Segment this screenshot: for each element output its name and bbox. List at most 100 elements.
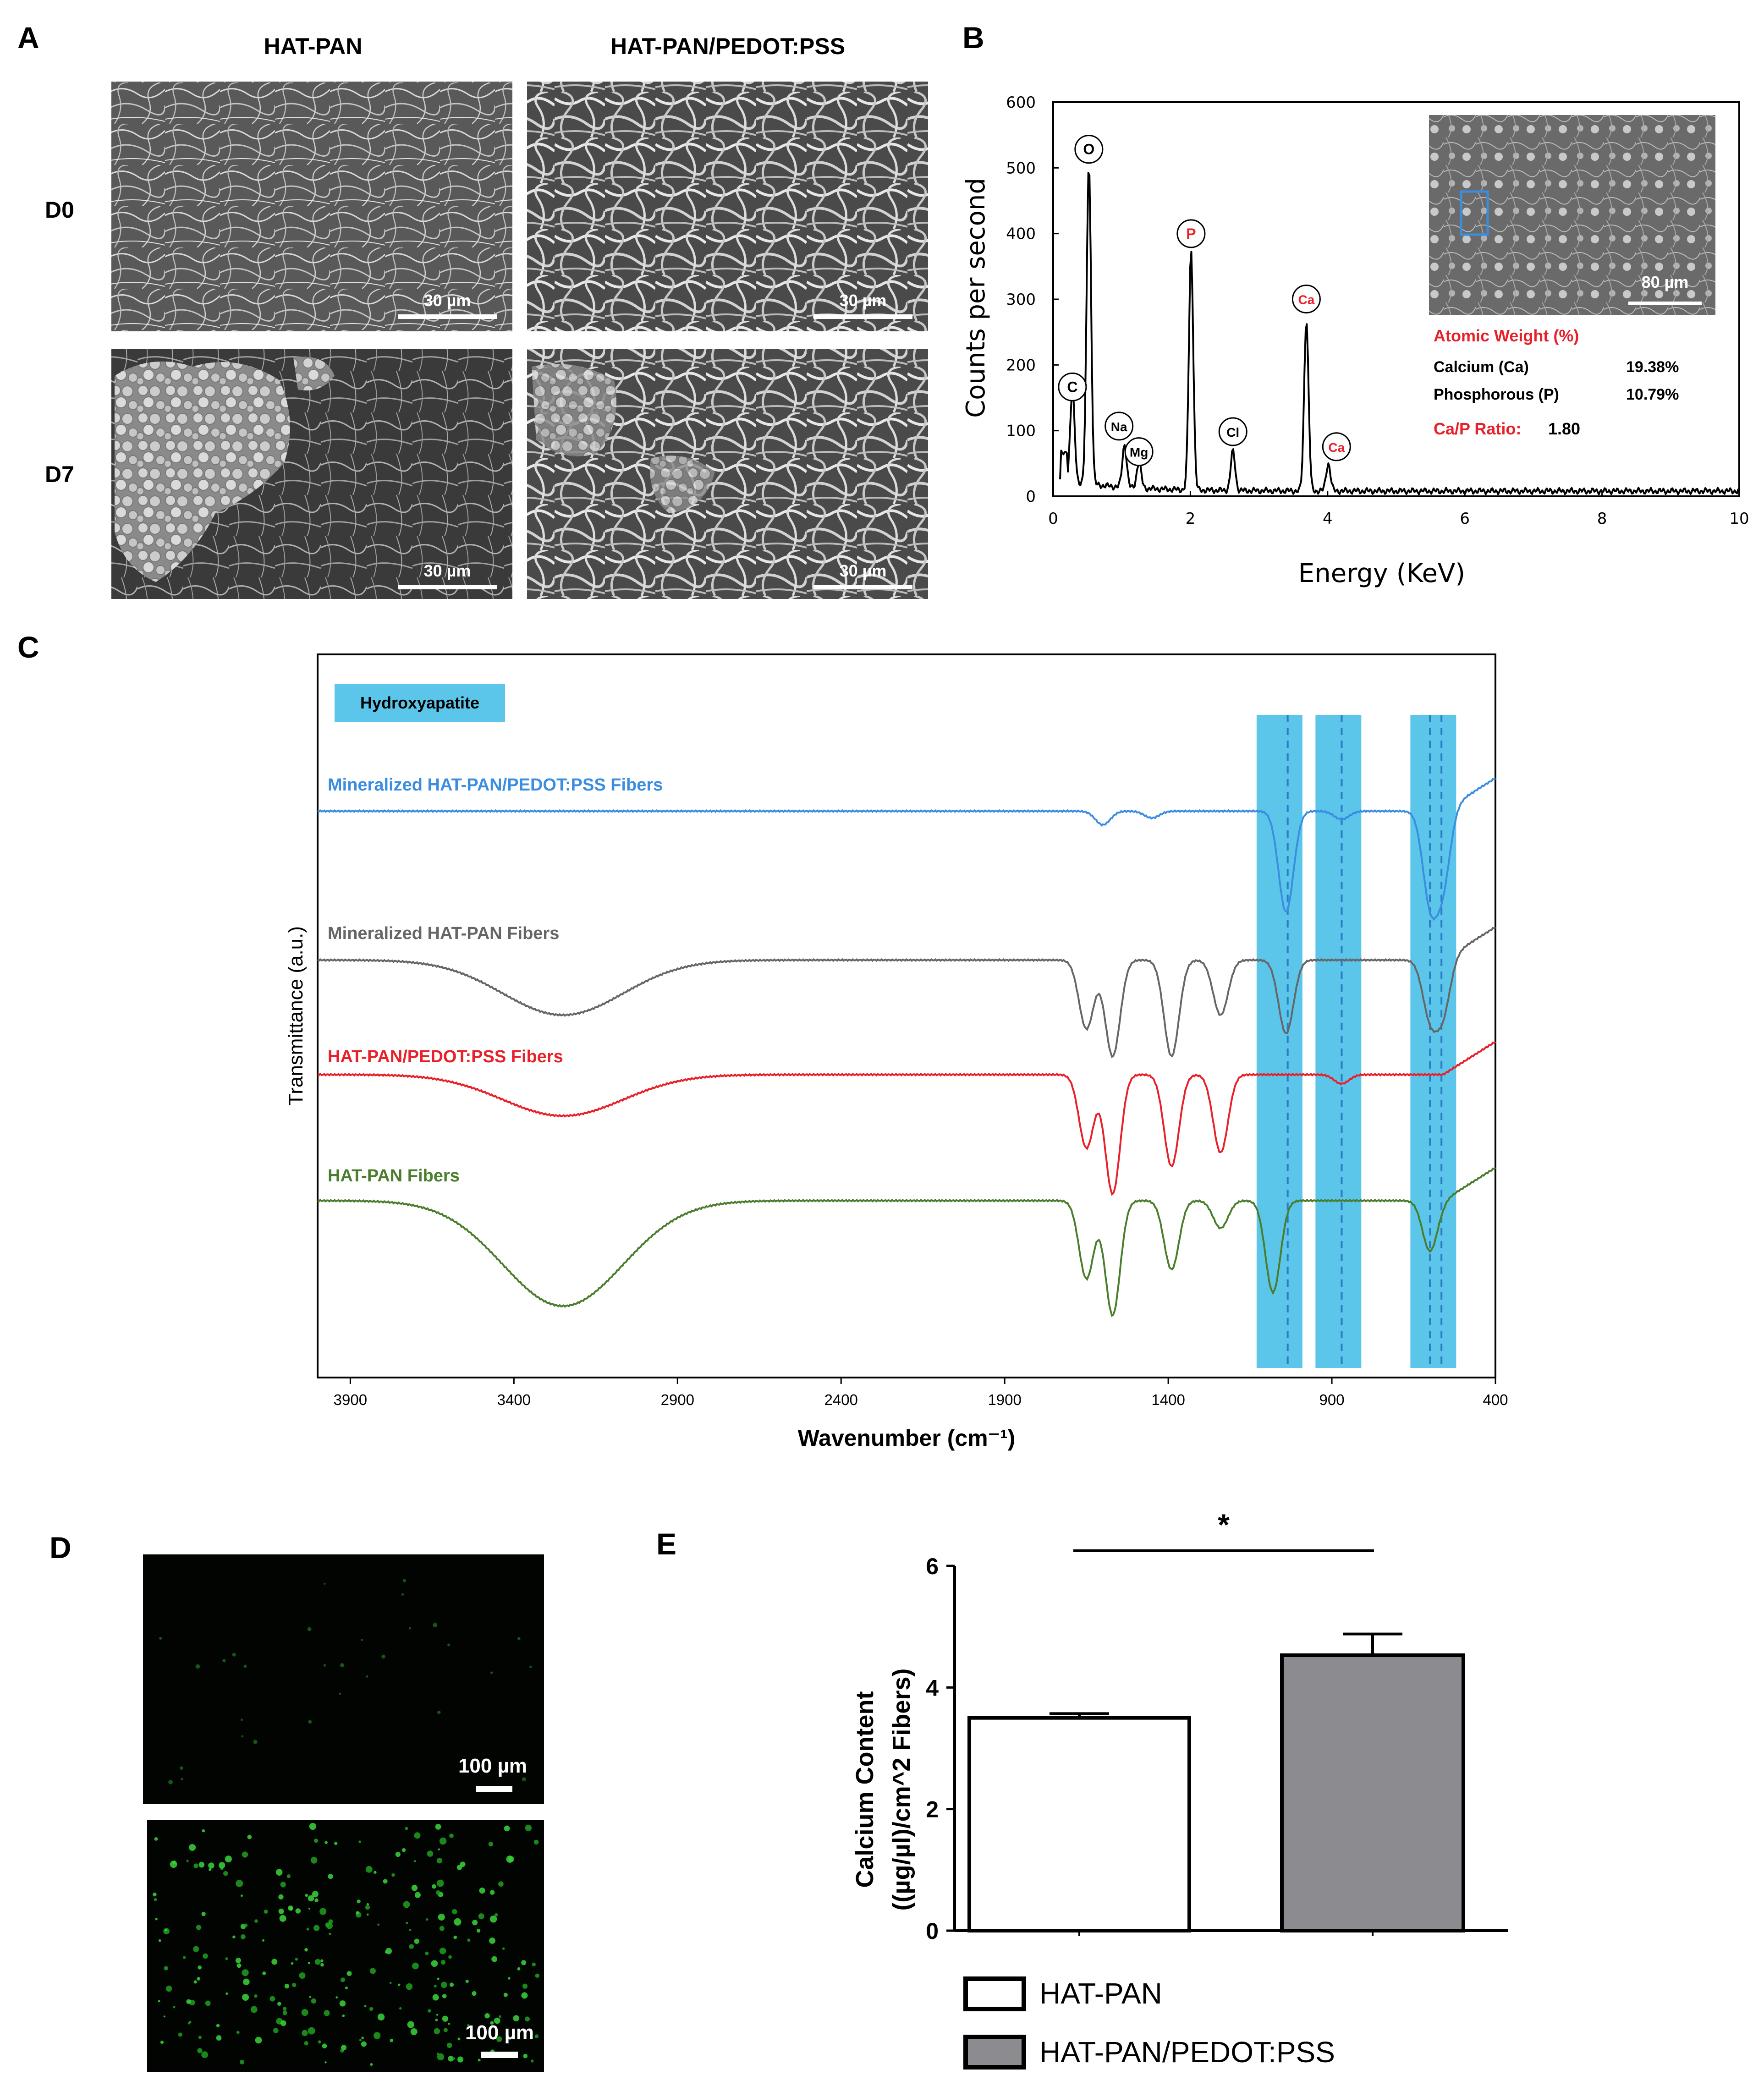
fluorescent-spot: [533, 1839, 539, 1845]
phosphorous-label: Phosphorous (P): [1434, 386, 1559, 403]
peak-marker: [1218, 417, 1247, 446]
bar-y-tick-label: 0: [926, 1918, 939, 1944]
fluorescent-spot: [446, 2042, 452, 2048]
fluorescent-spot: [432, 1994, 439, 2001]
row-label-d0: D0: [45, 197, 74, 223]
fluorescent-spot: [173, 2005, 176, 2009]
fluorescent-spot: [366, 1903, 369, 1906]
fluorescent-spot: [236, 1879, 243, 1887]
ftir-y-axis-label: Transmittance (a.u.): [285, 926, 307, 1106]
fluorescent-spot: [282, 2007, 287, 2011]
fluorescent-spot: [427, 1850, 434, 1857]
fluorescent-spot: [523, 2053, 528, 2059]
fluorescent-spot: [503, 1993, 508, 1997]
selection-box: [1460, 190, 1489, 236]
calcium-bar-chart: 0 2 4 6: [926, 1554, 1508, 1944]
fluorescent-spot: [508, 1977, 511, 1980]
sem-image-d7-hat-pan: 30 µm: [111, 349, 512, 599]
fluorescent-spot: [197, 1977, 201, 1981]
fluorescent-spot: [489, 1916, 497, 1923]
fluorescent-spot: [223, 1871, 228, 1876]
fluorescent-spot: [529, 1665, 532, 1668]
fluorescent-spot: [232, 1935, 236, 1939]
peak-marker: [1058, 372, 1087, 401]
fluorescent-spot: [389, 1982, 392, 1984]
fluorescent-spot: [318, 2040, 321, 2044]
fluorescent-spot: [181, 1778, 183, 1781]
calcium-value: 19.38%: [1626, 358, 1679, 376]
fluorescent-spot: [370, 2063, 373, 2066]
fluorescent-spot: [302, 2030, 308, 2037]
peak-marker: [1124, 437, 1154, 467]
fluorescent-spot: [328, 1873, 333, 1879]
fluorescent-spot: [304, 1948, 308, 1952]
scale-bar-label: 100 µm: [458, 1755, 527, 1777]
fluorescent-spot: [241, 1934, 246, 1939]
fluorescent-spot: [324, 1582, 326, 1585]
panel-c: C Hydroxyapatite Mineralized HAT-PAN/PED…: [17, 630, 1508, 1451]
fluorescent-spot: [478, 1913, 484, 1920]
fluorescent-spot: [216, 2024, 220, 2028]
fluorescent-spot: [452, 1909, 457, 1915]
scale-bar-label: 100 µm: [465, 2021, 534, 2044]
fluorescent-spot: [195, 1664, 200, 1669]
eds-y-tick-label: 300: [1006, 291, 1036, 309]
ftir-trace-0: [317, 777, 1496, 921]
ftir-trace-1: [317, 926, 1496, 1059]
fluorescent-spot: [324, 2010, 330, 2016]
fluorescent-spot: [198, 1965, 202, 1970]
fluorescent-spot: [219, 1862, 225, 1869]
fluorescent-spot: [437, 2053, 445, 2060]
fluorescent-spot: [428, 2009, 431, 2013]
fluorescent-spot: [196, 1925, 202, 1930]
bar-legend: HAT-PAN HAT-PAN/PEDOT:PSS: [963, 1976, 1335, 2070]
fluorescent-spot: [310, 1857, 318, 1864]
fluorescent-spot: [395, 1851, 401, 1857]
fluorescent-spot: [322, 2043, 327, 2048]
fluorescent-spot: [440, 1982, 447, 1988]
fluorescent-spot: [412, 1962, 419, 1970]
atomic-weight-title: Atomic Weight (%): [1434, 326, 1579, 345]
fluorescent-spot: [439, 1837, 447, 1845]
fluorescent-spot: [308, 1720, 312, 1724]
fluorescent-spot: [499, 2015, 501, 2018]
panel-letter-a: A: [17, 21, 39, 55]
fluorescent-spot: [361, 2041, 367, 2047]
fluorescent-spot: [406, 1983, 413, 1990]
fluorescent-spot: [490, 1671, 493, 1674]
fluorescent-spot: [197, 2048, 203, 2053]
fluorescent-spot: [443, 2028, 448, 2032]
inset-scale-label: 80 µm: [1642, 273, 1689, 291]
fluorescent-spot: [308, 2027, 315, 2035]
fluorescent-spot: [448, 1955, 452, 1959]
fluorescent-spot: [216, 2035, 222, 2041]
fluorescent-spot: [399, 2007, 402, 2010]
fluorescent-spot: [453, 1935, 457, 1939]
ca-p-ratio-value: 1.80: [1548, 419, 1580, 438]
fluorescent-spot: [502, 1947, 505, 1950]
fluorescent-spot: [381, 1654, 385, 1659]
fluorescent-spot: [535, 1973, 540, 1978]
fluorescent-spot: [489, 1937, 495, 1944]
fluorescent-spot: [408, 1627, 411, 1630]
fluorescent-spot: [448, 2022, 451, 2025]
fluorescent-spot: [467, 2024, 470, 2027]
fluorescent-spot: [253, 1740, 258, 1744]
fluorescent-spot: [262, 1971, 266, 1975]
fluorescent-spot: [243, 1664, 247, 1668]
fluorescent-spot: [159, 1636, 162, 1640]
fluorescent-spot: [414, 1832, 421, 1839]
fluorescent-spot: [498, 1881, 504, 1887]
fluorescent-spot: [490, 2021, 494, 2025]
ftir-x-tick-label: 400: [1483, 1391, 1508, 1408]
fluorescent-spot: [201, 2051, 208, 2058]
fluorescent-spot: [320, 1963, 324, 1967]
fluorescent-spot: [436, 2014, 439, 2016]
eds-y-tick-label: 100: [1006, 422, 1036, 440]
ftir-x-axis: 3900 3400 2900 2400 1900 1400 900 400: [334, 1378, 1508, 1408]
fluorescent-spot: [383, 1879, 388, 1884]
fluorescent-spot: [295, 1958, 298, 1961]
eds-x-tick-label: 10: [1729, 510, 1749, 528]
fluorescent-spot: [319, 1908, 327, 1915]
